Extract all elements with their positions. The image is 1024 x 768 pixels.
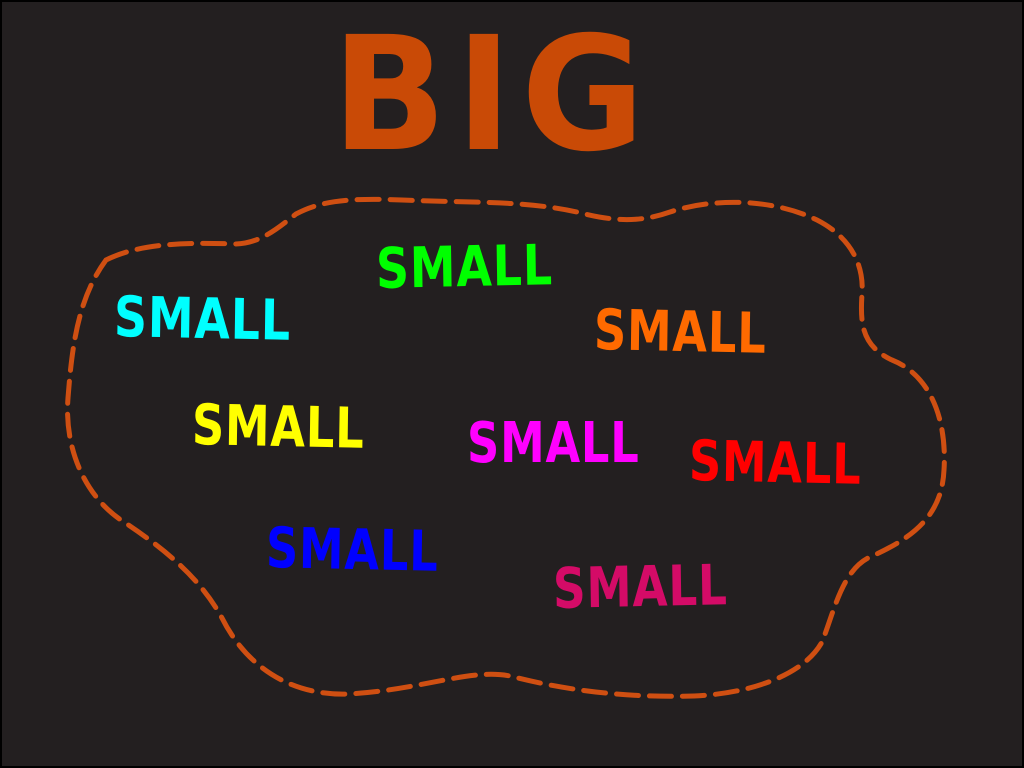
small-word-red: SMALL [688, 429, 863, 498]
small-word-yellow: SMALL [191, 393, 366, 462]
small-word-orange: SMALL [593, 298, 768, 367]
small-word-cyan: SMALL [113, 285, 292, 354]
small-word-green: SMALL [375, 233, 554, 302]
small-word-pink: SMALL [552, 553, 729, 622]
small-word-magenta: SMALL [467, 411, 640, 476]
cloud-outline-path [65, 196, 947, 699]
big-title: BIG [332, 3, 654, 187]
small-word-blue: SMALL [265, 516, 440, 585]
